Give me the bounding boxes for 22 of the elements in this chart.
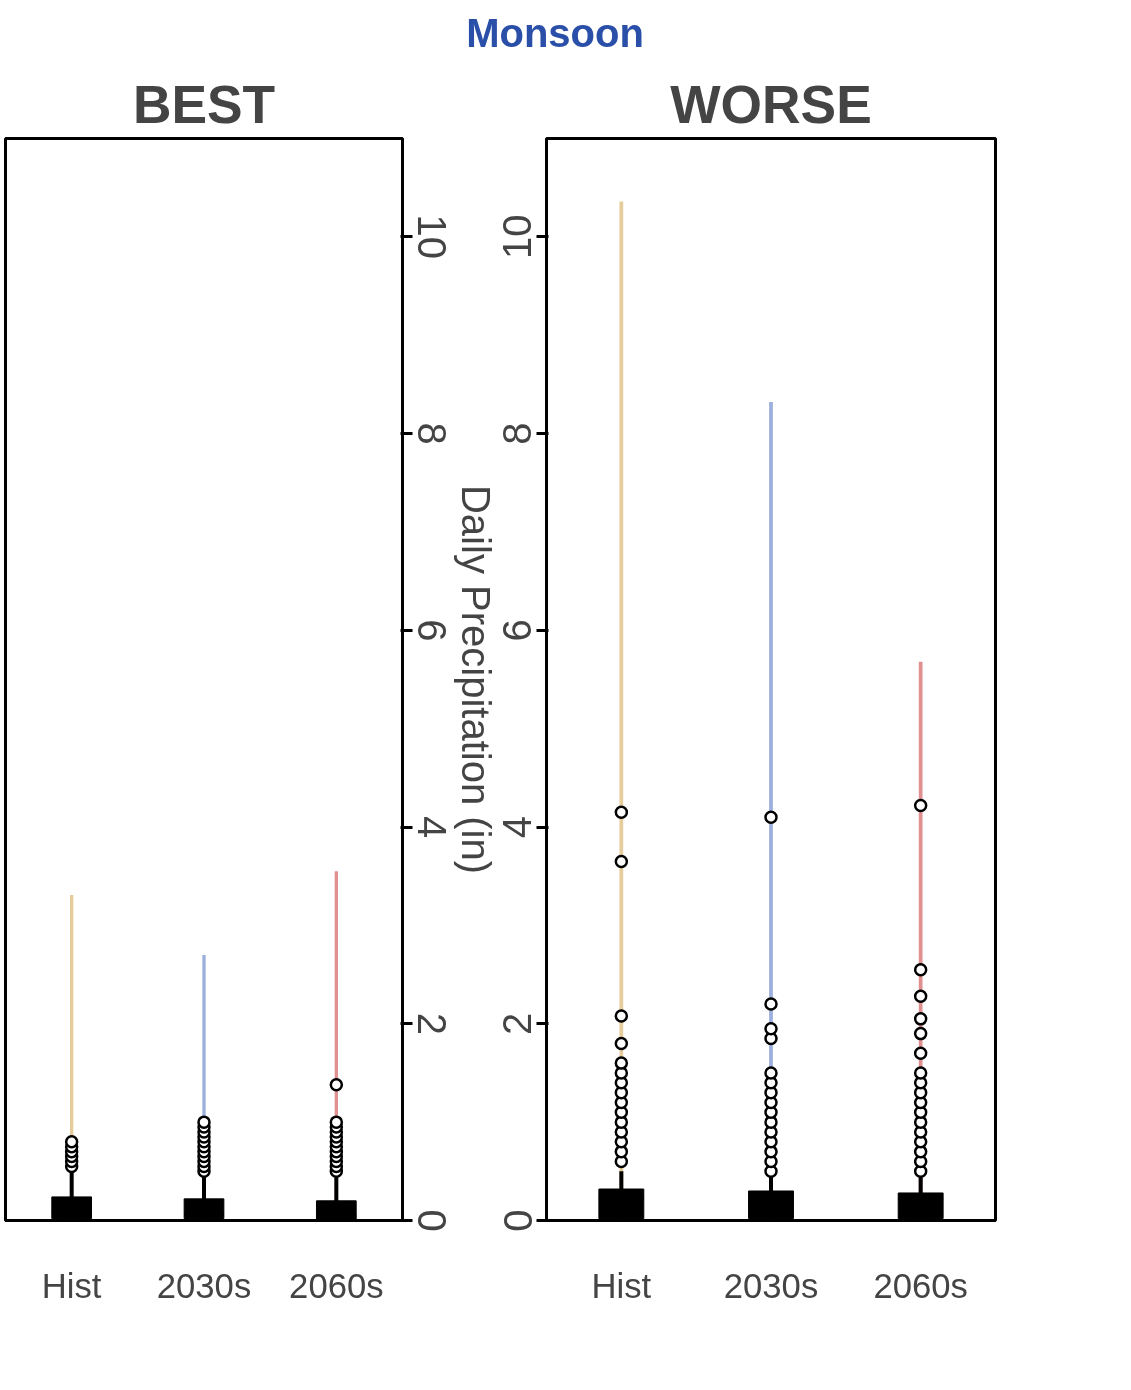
x-tick-label: 2060s xyxy=(873,1266,968,1305)
y-tick-label: 8 xyxy=(495,422,540,445)
y-tick-label: 8 xyxy=(409,422,454,445)
y-tick-label: 0 xyxy=(409,1209,454,1232)
x-tick-label: Hist xyxy=(41,1266,102,1305)
chart-title: WORSE xyxy=(670,74,872,134)
x-tick-label: 2030s xyxy=(723,1266,819,1305)
y-tick-label: 6 xyxy=(495,619,540,642)
text: Monsoon xyxy=(466,10,644,57)
x-tick-label: 2030s xyxy=(156,1266,252,1305)
x-tick-label: Hist xyxy=(591,1266,652,1305)
y-tick-label: 0 xyxy=(495,1209,540,1232)
y-tick-label: 2 xyxy=(409,1012,454,1036)
chart-title: BEST xyxy=(132,74,276,134)
y-tick-label: 10 xyxy=(495,214,540,260)
y-tick-label: 4 xyxy=(409,816,454,839)
y-tick-label: 2 xyxy=(495,1012,540,1036)
y-tick-label: 10 xyxy=(409,214,454,260)
y-axis-title: Daily Precipitation (in) xyxy=(453,485,498,875)
y-tick-label: 6 xyxy=(409,619,454,642)
y-tick-label: 4 xyxy=(495,816,540,839)
x-tick-label: 2060s xyxy=(289,1266,384,1305)
